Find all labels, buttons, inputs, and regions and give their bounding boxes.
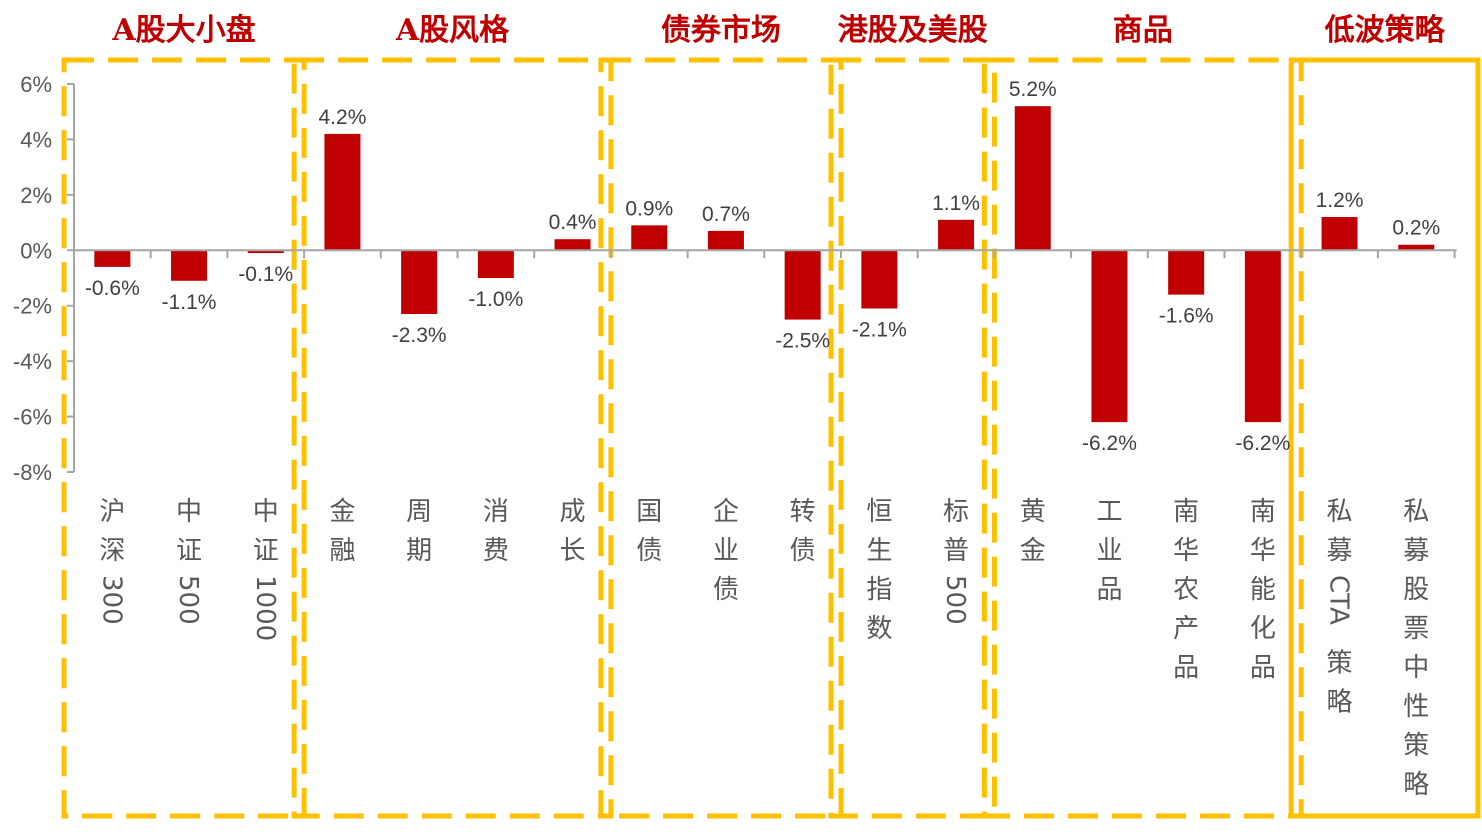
x-axis <box>74 249 1457 259</box>
data-label: -6.2% <box>1235 432 1290 455</box>
category-label-part: 500 <box>173 575 203 625</box>
y-tick-label: 4% <box>20 127 52 152</box>
group-box <box>61 57 307 819</box>
bar <box>1091 250 1128 423</box>
group-box <box>291 57 614 819</box>
bar <box>324 133 361 251</box>
group-title: 低波策略 <box>1324 13 1446 48</box>
data-label: 5.2% <box>1009 78 1057 101</box>
data-label: 1.1% <box>932 192 980 215</box>
category-label: 国债 <box>636 497 662 566</box>
y-tick-label: -8% <box>13 460 52 485</box>
category-label-part: 1000 <box>250 575 280 641</box>
data-label: 0.4% <box>549 211 597 234</box>
category-label: 私募股票中性策略 <box>1403 497 1429 800</box>
group-title: A股风格 <box>395 13 510 48</box>
bar <box>1168 250 1205 295</box>
data-label: -2.3% <box>392 324 447 347</box>
category-label: 私募策略 <box>1327 497 1353 718</box>
category-label-part: CTA <box>1324 575 1354 625</box>
bar <box>631 225 668 251</box>
data-label: 4.2% <box>319 106 367 129</box>
category-label: 消费 <box>483 497 509 566</box>
bar <box>554 239 591 251</box>
category-label: 标普 <box>943 497 969 566</box>
group-box <box>1288 57 1481 819</box>
data-label: -6.2% <box>1082 432 1137 455</box>
y-tick-label: -6% <box>13 405 52 430</box>
category-label: 企业债 <box>713 497 739 605</box>
bars <box>94 106 1435 423</box>
bar <box>1244 250 1281 423</box>
bar <box>247 250 284 254</box>
bar <box>861 250 898 309</box>
category-label-part: 500 <box>940 575 970 625</box>
category-label: 南华能化品 <box>1250 497 1276 683</box>
data-label: -1.1% <box>162 291 217 314</box>
data-label: -0.1% <box>238 263 293 286</box>
category-label: 恒生指数 <box>866 497 892 644</box>
category-label-part: 300 <box>96 575 126 625</box>
data-label: 0.7% <box>702 203 750 226</box>
data-label: -0.6% <box>85 277 140 300</box>
category-label: 周期 <box>406 497 432 566</box>
bar <box>1398 244 1435 251</box>
data-label: 1.2% <box>1316 189 1364 212</box>
group-title: 港股及美股 <box>838 13 988 48</box>
category-label: 黄金 <box>1020 497 1046 566</box>
data-label: 0.2% <box>1392 217 1440 240</box>
data-label: -1.0% <box>468 288 523 311</box>
y-tick-label: 6% <box>20 72 52 97</box>
group-title: 商品 <box>1113 13 1173 48</box>
category-label: 沪深 <box>99 497 125 566</box>
category-label: 金融 <box>329 497 355 566</box>
category-label: 中证 <box>253 497 279 566</box>
group-boxes <box>61 57 1481 819</box>
bar <box>401 250 438 315</box>
category-label: 工业品 <box>1096 497 1122 605</box>
group-title: 债券市场 <box>661 13 781 48</box>
data-label: 0.9% <box>625 197 673 220</box>
y-tick-label: -4% <box>13 349 52 374</box>
bar <box>1014 106 1051 251</box>
bar <box>938 219 975 251</box>
category-label: 转债 <box>790 497 816 566</box>
group-box <box>828 57 997 819</box>
y-tick-label: 2% <box>20 183 52 208</box>
group-box <box>981 57 1304 819</box>
category-label: 成长 <box>560 497 586 566</box>
data-label: -2.1% <box>852 318 907 341</box>
bar <box>477 250 514 278</box>
data-labels: -0.6% -1.1% -0.1% 4.2% -2.3% -1.0% 0.4% 0.9% 0.7… <box>85 78 1440 455</box>
data-label: -2.5% <box>775 330 830 353</box>
bar <box>707 230 744 251</box>
category-label: 南华农产品 <box>1173 497 1199 683</box>
group-titles: A股大小盘 A股风格 债券市场 港股及美股 商品 低波策略 <box>111 13 1445 48</box>
bar <box>94 250 131 267</box>
bar <box>1321 217 1358 251</box>
group-box <box>598 57 844 819</box>
y-tick-label: 0% <box>20 238 52 263</box>
category-label: 中证 <box>176 497 202 566</box>
y-axis: 6% 4% 2% 0% -2% -4% -6% -8% <box>13 72 75 485</box>
data-label: -1.6% <box>1159 305 1214 328</box>
bar <box>784 250 821 320</box>
bar <box>171 250 208 281</box>
y-tick-label: -2% <box>13 294 52 319</box>
group-title: A股大小盘 <box>111 13 255 48</box>
